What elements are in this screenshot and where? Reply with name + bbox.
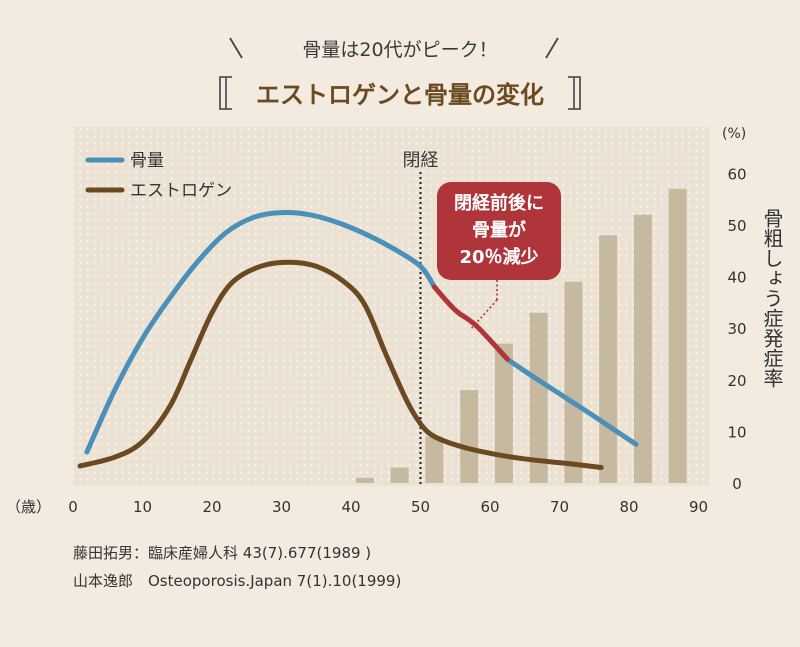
tagline: 骨量は20代がピーク！ (302, 39, 497, 61)
y-axis-right: 0 10 20 30 40 50 60 (727, 165, 746, 493)
x-tick-30: 30 (272, 498, 291, 516)
legend: 骨量 エストロゲン (85, 151, 232, 201)
bar-57 (460, 390, 479, 483)
x-axis: 0 10 20 30 40 50 60 70 80 90 (68, 498, 708, 516)
menopause-label: 閉経 (403, 150, 439, 171)
bars-group (355, 188, 687, 483)
x-tick-0: 0 (68, 498, 78, 516)
x-axis-label: （歳） (6, 498, 51, 516)
x-tick-90: 90 (689, 498, 708, 516)
legend-label-estrogen: エストロゲン (130, 181, 232, 201)
x-tick-40: 40 (341, 498, 360, 516)
x-tick-50: 50 (411, 498, 430, 516)
y-axis-unit: (%) (722, 126, 746, 142)
bar-52 (425, 436, 444, 483)
tagline-slash-left (229, 37, 243, 59)
bar-62 (494, 343, 513, 483)
callout-line-1: 閉経前後に (454, 192, 544, 214)
source-1: 藤田拓男：臨床産婦人科 43(7).677(1989 ) (73, 544, 371, 562)
line-bone (84, 210, 437, 455)
lines-group (77, 210, 639, 470)
y-tick-10: 10 (727, 423, 746, 441)
title: エストロゲンと骨量の変化 (256, 81, 544, 109)
x-tick-60: 60 (480, 498, 499, 516)
bar-47 (390, 467, 409, 483)
y-tick-0: 0 (732, 475, 742, 493)
y-tick-20: 20 (727, 372, 746, 390)
tagline-slash-right (545, 37, 559, 59)
x-tick-80: 80 (619, 498, 638, 516)
line-bone-decline (431, 284, 510, 362)
callout-line-3: 20％減少 (459, 246, 538, 268)
bar-67 (529, 312, 548, 483)
legend-label-bone: 骨量 (130, 151, 164, 171)
bar-77 (599, 235, 618, 483)
bar-42 (355, 477, 374, 483)
title-bracket-left (219, 76, 232, 110)
line-estrogen (77, 259, 604, 470)
header: 骨量は20代がピーク！ エストロゲンと骨量の変化 (219, 37, 581, 110)
bar-72 (564, 281, 583, 483)
y-tick-60: 60 (727, 165, 746, 183)
y-tick-30: 30 (727, 320, 746, 338)
title-bracket-right (568, 76, 581, 110)
source-2: 山本逸郎 Osteoporosis.Japan 7(1).10(1999) (73, 572, 401, 590)
line-bone-late (504, 356, 639, 447)
y-axis-title: 骨粗しょう症発症率 (760, 208, 784, 388)
callout: 閉経前後に 骨量が 20％減少 (437, 182, 561, 331)
y-tick-50: 50 (727, 217, 746, 235)
bar-82 (633, 214, 652, 483)
callout-line-2: 骨量が (472, 219, 526, 241)
x-tick-20: 20 (202, 498, 221, 516)
y-tick-40: 40 (727, 269, 746, 287)
callout-box (437, 182, 561, 280)
x-tick-10: 10 (133, 498, 152, 516)
bar-87 (668, 188, 687, 483)
x-tick-70: 70 (550, 498, 569, 516)
